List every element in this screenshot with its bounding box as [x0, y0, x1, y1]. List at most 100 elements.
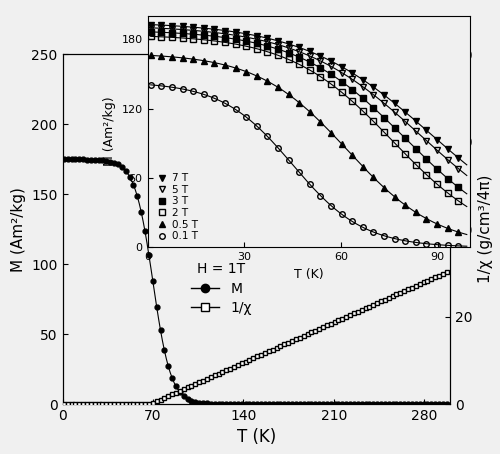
3 T — [402, 136, 408, 141]
2 T — [456, 198, 462, 203]
0.1 T — [158, 83, 164, 89]
3 T — [392, 125, 398, 131]
2 T — [381, 129, 387, 135]
0.1 T — [392, 236, 398, 242]
5 T — [222, 31, 228, 36]
0.1 T — [222, 100, 228, 106]
2 T — [349, 99, 355, 104]
3 T — [349, 87, 355, 92]
0.5 T — [296, 100, 302, 105]
2 T — [222, 39, 228, 45]
0.5 T — [392, 194, 398, 200]
0.5 T — [169, 54, 175, 59]
3 T — [180, 31, 186, 36]
2 T — [201, 37, 207, 43]
2 T — [434, 182, 440, 187]
3 T — [296, 54, 302, 60]
0.5 T — [402, 202, 408, 208]
5 T — [158, 25, 164, 31]
7 T — [296, 45, 302, 50]
2 T — [232, 41, 238, 47]
Line: 0.5 T: 0.5 T — [148, 53, 461, 235]
0.1 T — [264, 133, 270, 139]
Y-axis label: M (Am²/kg): M (Am²/kg) — [103, 97, 116, 167]
0.5 T — [349, 153, 355, 158]
0.1 T — [307, 182, 313, 187]
0.1 T — [212, 96, 218, 101]
7 T — [444, 146, 450, 152]
3 T — [148, 29, 154, 35]
2 T — [328, 81, 334, 87]
5 T — [328, 64, 334, 69]
3 T — [456, 185, 462, 190]
0.1 T — [169, 84, 175, 90]
0.5 T — [338, 141, 344, 147]
0.5 T — [307, 109, 313, 114]
7 T — [360, 77, 366, 83]
0.1 T — [180, 86, 186, 92]
5 T — [360, 84, 366, 89]
3 T — [360, 95, 366, 101]
Legend: M, 1/χ: M, 1/χ — [186, 257, 257, 321]
0.1 T — [456, 243, 462, 249]
2 T — [338, 89, 344, 95]
0.5 T — [360, 164, 366, 169]
5 T — [243, 35, 249, 40]
7 T — [338, 64, 344, 69]
5 T — [286, 45, 292, 51]
0.5 T — [328, 130, 334, 135]
Line: 3 T: 3 T — [148, 29, 461, 190]
2 T — [392, 140, 398, 146]
0.5 T — [190, 56, 196, 62]
2 T — [307, 67, 313, 73]
3 T — [318, 65, 324, 70]
3 T — [254, 40, 260, 46]
7 T — [222, 28, 228, 33]
2 T — [318, 74, 324, 79]
0.5 T — [413, 210, 419, 215]
0.1 T — [349, 219, 355, 224]
3 T — [413, 146, 419, 152]
0.1 T — [328, 203, 334, 208]
Y-axis label: 1/χ (g/cm³/4π): 1/χ (g/cm³/4π) — [478, 175, 493, 283]
7 T — [254, 33, 260, 39]
5 T — [338, 70, 344, 75]
0.5 T — [222, 62, 228, 68]
7 T — [424, 128, 430, 133]
5 T — [392, 109, 398, 115]
0.5 T — [254, 73, 260, 79]
7 T — [318, 53, 324, 59]
7 T — [434, 137, 440, 143]
7 T — [392, 101, 398, 106]
3 T — [190, 31, 196, 37]
3 T — [243, 38, 249, 44]
0.5 T — [201, 58, 207, 64]
7 T — [413, 118, 419, 124]
5 T — [318, 58, 324, 64]
3 T — [328, 72, 334, 77]
0.5 T — [158, 53, 164, 59]
3 T — [201, 32, 207, 38]
7 T — [328, 58, 334, 64]
3 T — [286, 50, 292, 55]
0.5 T — [148, 53, 154, 58]
0.5 T — [232, 65, 238, 71]
0.1 T — [190, 89, 196, 94]
2 T — [158, 34, 164, 39]
7 T — [243, 31, 249, 36]
3 T — [444, 176, 450, 181]
5 T — [201, 29, 207, 34]
0.1 T — [370, 229, 376, 235]
7 T — [456, 155, 462, 161]
7 T — [148, 22, 154, 27]
5 T — [444, 157, 450, 162]
0.1 T — [434, 242, 440, 247]
0.5 T — [370, 175, 376, 180]
7 T — [307, 49, 313, 54]
2 T — [212, 38, 218, 44]
2 T — [424, 172, 430, 178]
X-axis label: T (K): T (K) — [236, 429, 276, 446]
0.5 T — [424, 216, 430, 222]
0.1 T — [148, 82, 154, 88]
5 T — [434, 148, 440, 153]
